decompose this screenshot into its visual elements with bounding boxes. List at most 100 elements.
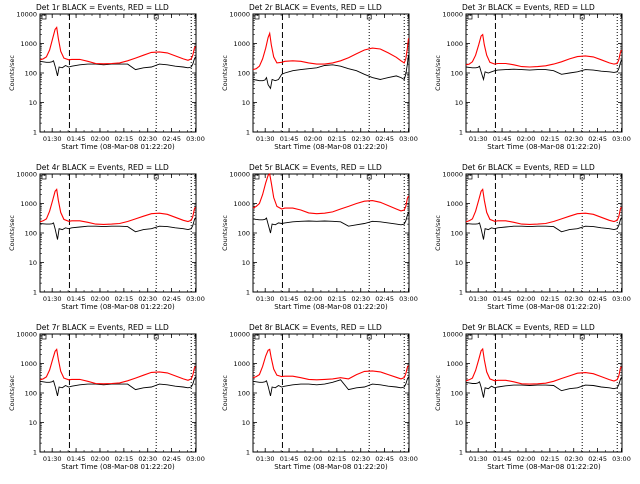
y-tick-label: 10000	[16, 11, 37, 19]
y-tick-label: 10	[29, 99, 37, 107]
x-tick-label: 01:30	[256, 295, 275, 303]
top-left-marker	[41, 174, 47, 180]
x-tick-label: 01:45	[493, 455, 512, 463]
events-series-line	[465, 59, 622, 82]
y-tick-label: 100	[25, 230, 37, 238]
events-series-line	[465, 217, 622, 240]
panel-title: Det 9r BLACK = Events, RED = LLD	[462, 323, 595, 332]
panel-det-1: Det 1r BLACK = Events, RED = LLD 1 10 100 10…	[8, 3, 205, 151]
events-series-line	[252, 212, 409, 234]
x-tick-label: 02:45	[162, 295, 181, 303]
x-tick-label: 01:30	[256, 455, 275, 463]
x-tick-label: 02:00	[517, 135, 536, 143]
y-tick-label: 1	[459, 289, 463, 297]
y-tick-label: 1	[459, 129, 463, 137]
x-tick-label: 02:30	[138, 135, 157, 143]
lld-series-line	[252, 172, 409, 215]
y-tick-label: 100	[238, 390, 250, 398]
plot-frame	[465, 173, 623, 293]
y-tick-label: 1000	[446, 200, 463, 208]
y-tick-label: 1000	[20, 200, 37, 208]
lld-series-line	[39, 348, 196, 385]
y-tick-label: 10000	[229, 171, 250, 179]
x-tick-label: 03:00	[399, 135, 418, 143]
x-tick-label: 02:30	[138, 455, 157, 463]
y-tick-label: 1000	[233, 200, 250, 208]
top-marker	[579, 14, 585, 20]
x-tick-label: 03:00	[399, 295, 418, 303]
x-tick-label: 02:15	[540, 135, 559, 143]
y-tick-label: 10	[455, 259, 463, 267]
y-tick-label: 1000	[20, 360, 37, 368]
top-marker	[579, 334, 585, 340]
x-tick-label: 02:00	[304, 295, 323, 303]
events-series-line	[252, 55, 409, 90]
panel-det-8: Det 8r BLACK = Events, RED = LLD 1 10 100 10…	[221, 323, 418, 471]
lld-series-line	[465, 347, 622, 385]
plot-frame	[252, 333, 410, 453]
x-tick-label: 02:45	[162, 455, 181, 463]
y-tick-label: 1000	[233, 40, 250, 48]
y-tick-label: 100	[238, 70, 250, 78]
y-tick-label: 1000	[446, 40, 463, 48]
panel-det-4: Det 4r BLACK = Events, RED = LLD 1 10 100 10…	[8, 163, 205, 311]
y-axis-label: Counts/sec	[221, 375, 229, 411]
y-tick-label: 1000	[233, 360, 250, 368]
x-tick-label: 02:30	[138, 295, 157, 303]
x-tick-label: 01:30	[43, 135, 62, 143]
x-axis-label: Start Time (08-Mar-08 01:22:20)	[61, 303, 175, 311]
y-tick-label: 10	[455, 99, 463, 107]
y-tick-label: 100	[451, 390, 463, 398]
y-tick-label: 1	[246, 129, 250, 137]
y-tick-label: 10000	[16, 171, 37, 179]
top-left-marker	[254, 334, 260, 340]
events-series-line	[465, 377, 622, 398]
lld-series-line	[465, 188, 622, 225]
top-left-marker	[467, 334, 473, 340]
y-tick-label: 10000	[442, 331, 463, 339]
plot-frame	[39, 333, 197, 453]
top-left-marker	[254, 174, 260, 180]
lld-series-line	[39, 188, 196, 225]
x-tick-label: 01:30	[256, 135, 275, 143]
panel-title: Det 7r BLACK = Events, RED = LLD	[36, 323, 169, 332]
y-tick-label: 1	[246, 449, 250, 457]
x-tick-label: 02:30	[351, 455, 370, 463]
x-tick-label: 02:15	[327, 295, 346, 303]
y-tick-label: 100	[451, 230, 463, 238]
y-tick-label: 100	[451, 70, 463, 78]
events-series-line	[39, 376, 196, 397]
y-axis-label: Counts/sec	[434, 55, 442, 91]
x-tick-label: 02:15	[540, 455, 559, 463]
plot-frame	[252, 173, 410, 293]
x-tick-label: 01:45	[493, 295, 512, 303]
x-tick-label: 02:15	[540, 295, 559, 303]
panel-title: Det 5r BLACK = Events, RED = LLD	[249, 163, 382, 172]
y-tick-label: 1	[459, 449, 463, 457]
x-tick-label: 01:30	[469, 455, 488, 463]
top-left-marker	[254, 14, 260, 20]
y-tick-label: 1000	[446, 360, 463, 368]
x-tick-label: 02:45	[588, 295, 607, 303]
x-tick-label: 02:45	[588, 135, 607, 143]
x-tick-label: 03:00	[186, 455, 205, 463]
y-tick-label: 10	[29, 259, 37, 267]
x-tick-label: 02:45	[162, 135, 181, 143]
events-series-line	[39, 217, 196, 240]
top-marker	[366, 334, 372, 340]
x-tick-label: 01:30	[469, 295, 488, 303]
panel-title: Det 1r BLACK = Events, RED = LLD	[36, 3, 169, 12]
x-tick-label: 01:45	[67, 295, 86, 303]
y-tick-label: 10	[242, 259, 250, 267]
y-axis-label: Counts/sec	[221, 215, 229, 251]
x-tick-label: 03:00	[612, 135, 631, 143]
x-tick-label: 03:00	[186, 295, 205, 303]
plot-frame	[252, 13, 410, 133]
plot-frame	[465, 333, 623, 453]
events-series-line	[39, 56, 196, 77]
x-axis-label: Start Time (08-Mar-08 01:22:20)	[487, 303, 601, 311]
y-tick-label: 1	[33, 449, 37, 457]
panel-det-6: Det 6r BLACK = Events, RED = LLD 1 10 100 10…	[434, 163, 631, 311]
plot-frame	[39, 173, 197, 293]
y-tick-label: 10	[455, 419, 463, 427]
